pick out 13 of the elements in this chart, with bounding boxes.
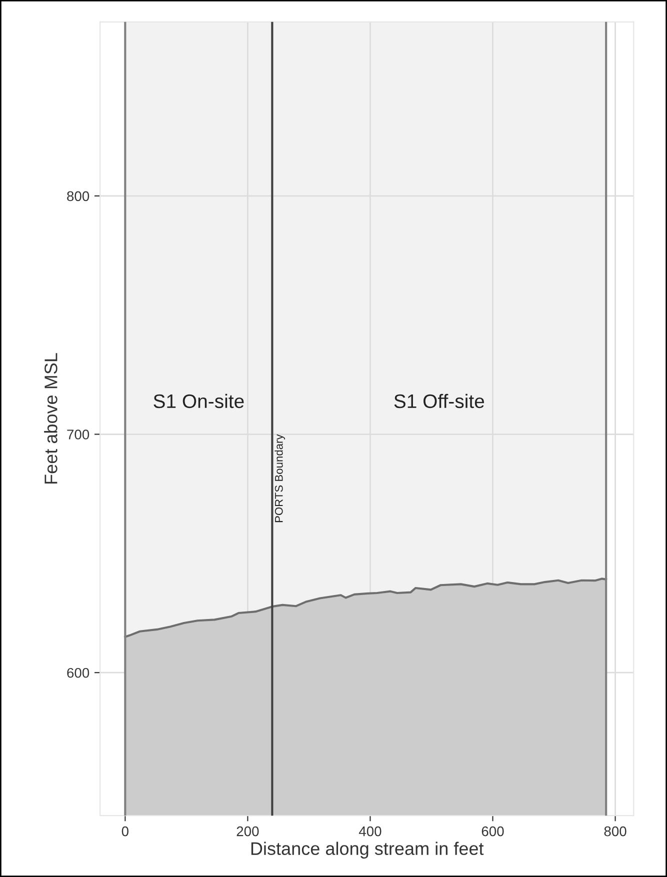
y-tick-label: 800 <box>67 191 90 202</box>
ref-line-label: PORTS Boundary <box>274 434 286 522</box>
x-tick-label: 600 <box>482 826 504 836</box>
x-tick-label: 200 <box>236 826 259 836</box>
annotation: S1 On-site <box>154 394 244 408</box>
annotation: S1 Off-site <box>394 394 484 408</box>
x-tick-label: 800 <box>604 826 626 836</box>
x-tick-label: 0 <box>122 826 128 836</box>
y-tick-label: 600 <box>67 668 90 678</box>
x-axis-title: Distance along stream in feet <box>251 842 484 859</box>
x-tick-label: 400 <box>358 826 382 836</box>
y-tick-label: 700 <box>67 430 90 440</box>
y-axis-title: Feet above MSL <box>44 353 58 484</box>
